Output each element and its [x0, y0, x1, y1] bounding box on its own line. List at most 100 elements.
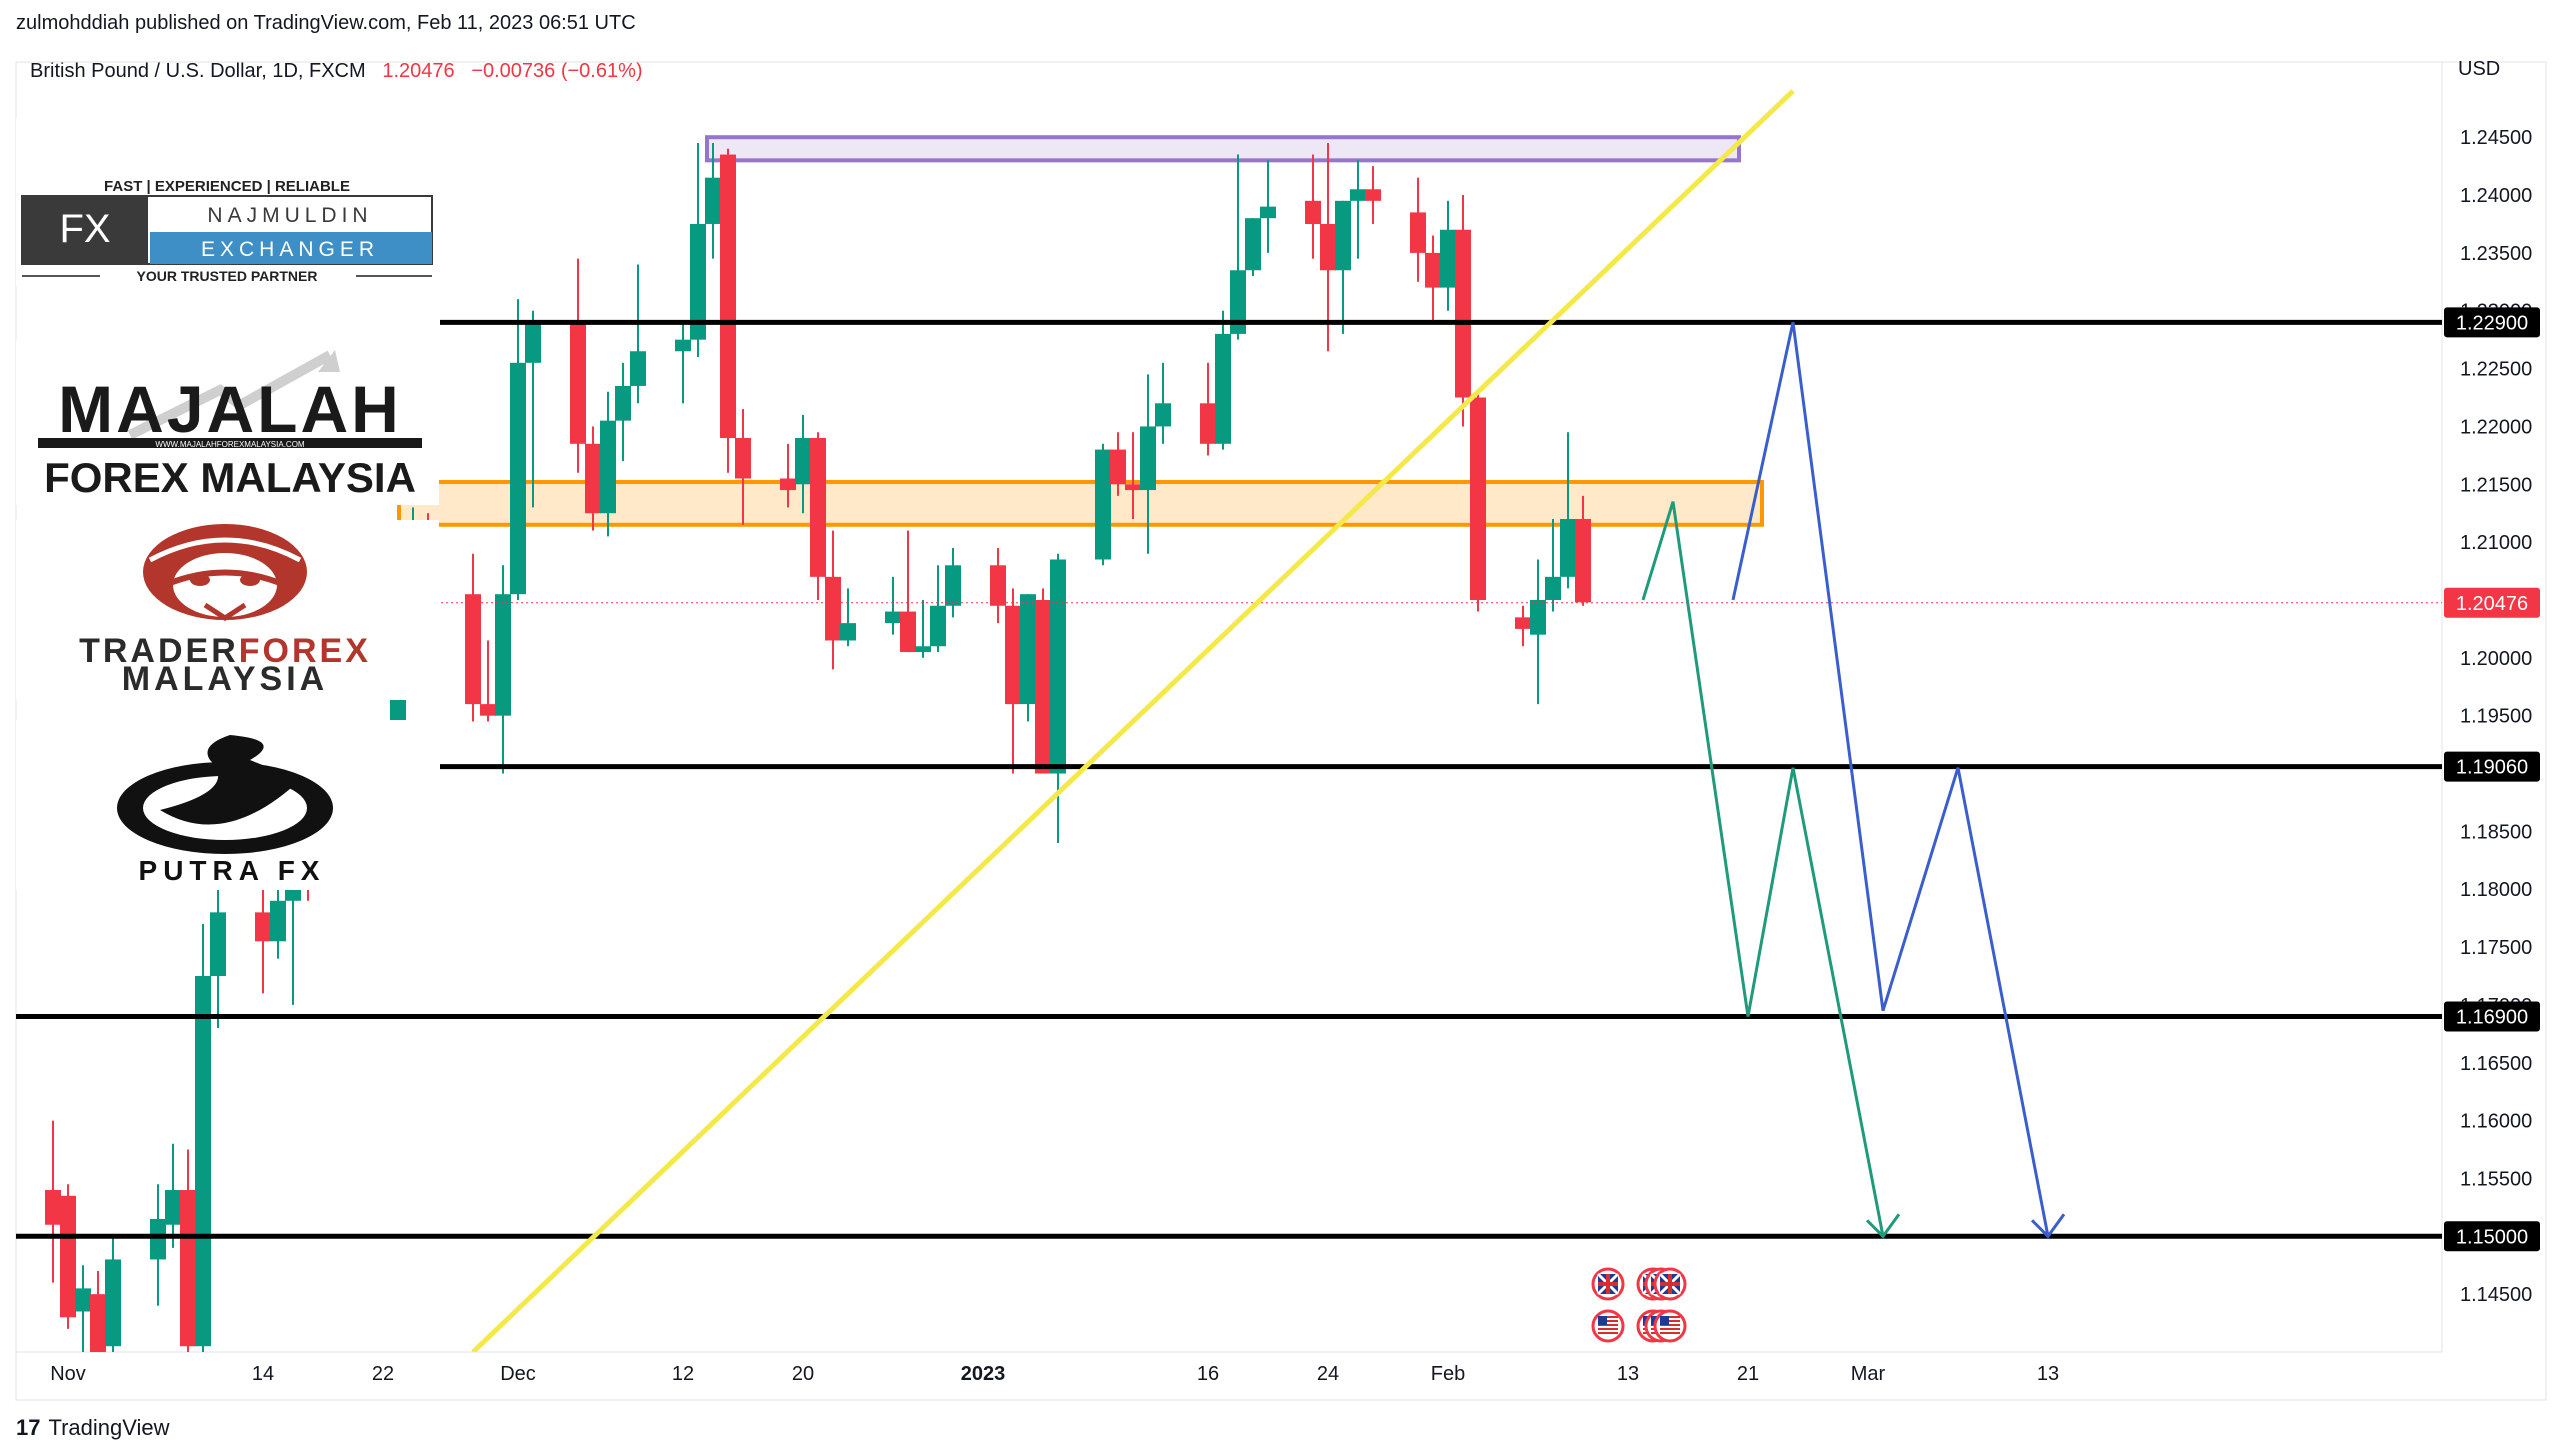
projection-path-green[interactable] — [1641, 501, 1885, 1237]
candle-down — [1425, 252, 1441, 288]
time-tick-label: Feb — [1431, 1363, 1465, 1385]
candle-down — [1305, 200, 1321, 224]
price-tick-label: 1.22000 — [2460, 416, 2532, 438]
candle-down — [1110, 449, 1126, 485]
time-tick-label: 16 — [1197, 1363, 1219, 1385]
candle-up — [1095, 449, 1111, 560]
candle-down — [1575, 518, 1591, 603]
candle-down — [900, 611, 916, 653]
price-tick-label: 1.19500 — [2460, 706, 2532, 728]
candle-up — [1530, 599, 1546, 635]
tradingview-footer[interactable]: 17 TradingView — [16, 1415, 170, 1441]
candle-down — [720, 154, 736, 439]
svg-text:NAJMULDIN: NAJMULDIN — [207, 204, 372, 227]
candle-down — [585, 443, 601, 514]
time-axis[interactable]: Nov 14 22 Dec 12 20 2023 16 24 Feb 13 21 Mar 13 — [50, 1363, 2059, 1385]
candle-up — [840, 623, 856, 641]
price-tick-label: 1.16000 — [2460, 1111, 2532, 1133]
candle-down — [1515, 617, 1531, 629]
candles — [45, 142, 1591, 1352]
ascending-trendline[interactable] — [471, 89, 1795, 1352]
tradingview-logo-icon: 17 — [16, 1415, 41, 1440]
candle-down — [810, 438, 826, 577]
time-tick-label: 22 — [372, 1363, 394, 1385]
candle-down — [990, 565, 1006, 606]
candle-down — [1035, 599, 1051, 774]
us-flag-icon[interactable] — [1591, 1309, 1625, 1343]
candle-up — [1440, 229, 1456, 288]
publish-credit: zulmohddiah published on TradingView.com… — [16, 12, 636, 34]
svg-text:WWW.MAJALAHFOREXMALAYSIA.COM: WWW.MAJALAHFOREXMALAYSIA.COM — [155, 440, 305, 449]
candle-down — [465, 594, 481, 705]
candle-up — [1215, 333, 1231, 444]
candle-up — [1020, 594, 1036, 705]
currency-label: USD — [2458, 58, 2500, 80]
level-price-tag-text: 1.15000 — [2456, 1226, 2528, 1248]
candle-up — [1335, 200, 1351, 271]
price-tick-label: 1.18500 — [2460, 821, 2532, 843]
resistance-zone[interactable] — [705, 135, 1741, 163]
level-price-tag-text: 1.19060 — [2456, 757, 2528, 779]
time-tick-label: 21 — [1737, 1363, 1759, 1385]
candle-up — [690, 223, 706, 340]
tiger-icon — [143, 524, 307, 621]
svg-text:TRADERFOREX: TRADERFOREX — [79, 632, 371, 670]
us-flag-icon[interactable] — [1653, 1309, 1687, 1343]
price-tick-label: 1.24500 — [2460, 127, 2532, 149]
price-tick-label: 1.15500 — [2460, 1168, 2532, 1190]
symbol-header: British Pound / U.S. Dollar, 1D, FXCM 1.… — [30, 60, 643, 83]
candle-up — [495, 594, 511, 716]
candle-up — [1050, 559, 1066, 774]
svg-text:YOUR TRUSTED PARTNER: YOUR TRUSTED PARTNER — [137, 268, 318, 284]
price-tick-label: 1.18000 — [2460, 879, 2532, 901]
candle-up — [525, 322, 541, 363]
projection-path-blue[interactable] — [1731, 321, 2050, 1237]
candle-up — [270, 900, 286, 942]
candle-up — [210, 912, 226, 976]
traderforex-malaysia-logo: TRADERFOREX MALAYSIA — [16, 520, 439, 700]
level-price-tag-text: 1.16900 — [2456, 1006, 2528, 1028]
candle-down — [735, 438, 751, 479]
candle-up — [1545, 576, 1561, 600]
candle-down — [1455, 229, 1471, 398]
candle-down — [1410, 212, 1426, 253]
svg-text:MALAYSIA: MALAYSIA — [122, 660, 328, 698]
candle-down — [1320, 223, 1336, 271]
symbol-name: British Pound / U.S. Dollar, 1D, FXCM — [30, 60, 366, 82]
time-tick-label: 12 — [672, 1363, 694, 1385]
price-tick-label: 1.20000 — [2460, 648, 2532, 670]
last-price-tag — [2444, 587, 2540, 618]
uk-flag-icon[interactable] — [1591, 1267, 1625, 1301]
candle-down — [1125, 484, 1141, 491]
candle-up — [630, 351, 646, 386]
price-tick-label: 1.24000 — [2460, 185, 2532, 207]
candle-up — [675, 339, 691, 352]
candle-down — [570, 322, 586, 444]
candle-up — [150, 1218, 166, 1260]
candle-up — [600, 420, 616, 514]
candle-down — [1005, 605, 1021, 705]
candle-down — [1470, 397, 1486, 600]
projection-path-blue-arrowhead — [2030, 1213, 2066, 1239]
svg-text:EXCHANGER: EXCHANGER — [201, 238, 379, 261]
candle-up — [1245, 218, 1261, 271]
time-tick-label: 14 — [252, 1363, 274, 1385]
candle-up — [195, 975, 211, 1347]
price-axis[interactable]: 1.145001.150001.155001.160001.165001.170… — [2460, 127, 2532, 1306]
candle-up — [705, 177, 721, 224]
candle-down — [1200, 403, 1216, 444]
svg-text:FX: FX — [59, 207, 110, 251]
candle-up — [75, 1288, 91, 1312]
time-tick-label: 2023 — [961, 1363, 1006, 1385]
svg-text:MAJALAH: MAJALAH — [58, 372, 402, 446]
uk-flag-icon[interactable] — [1653, 1267, 1687, 1301]
time-tick-label: 13 — [1617, 1363, 1639, 1385]
level-price-tag — [2444, 751, 2540, 782]
candle-down — [780, 478, 796, 491]
candle-up — [615, 385, 631, 421]
time-tick-label: 24 — [1317, 1363, 1339, 1385]
candle-up — [1560, 518, 1576, 577]
candle-up — [945, 565, 961, 606]
price-tick-label: 1.14500 — [2460, 1284, 2532, 1306]
